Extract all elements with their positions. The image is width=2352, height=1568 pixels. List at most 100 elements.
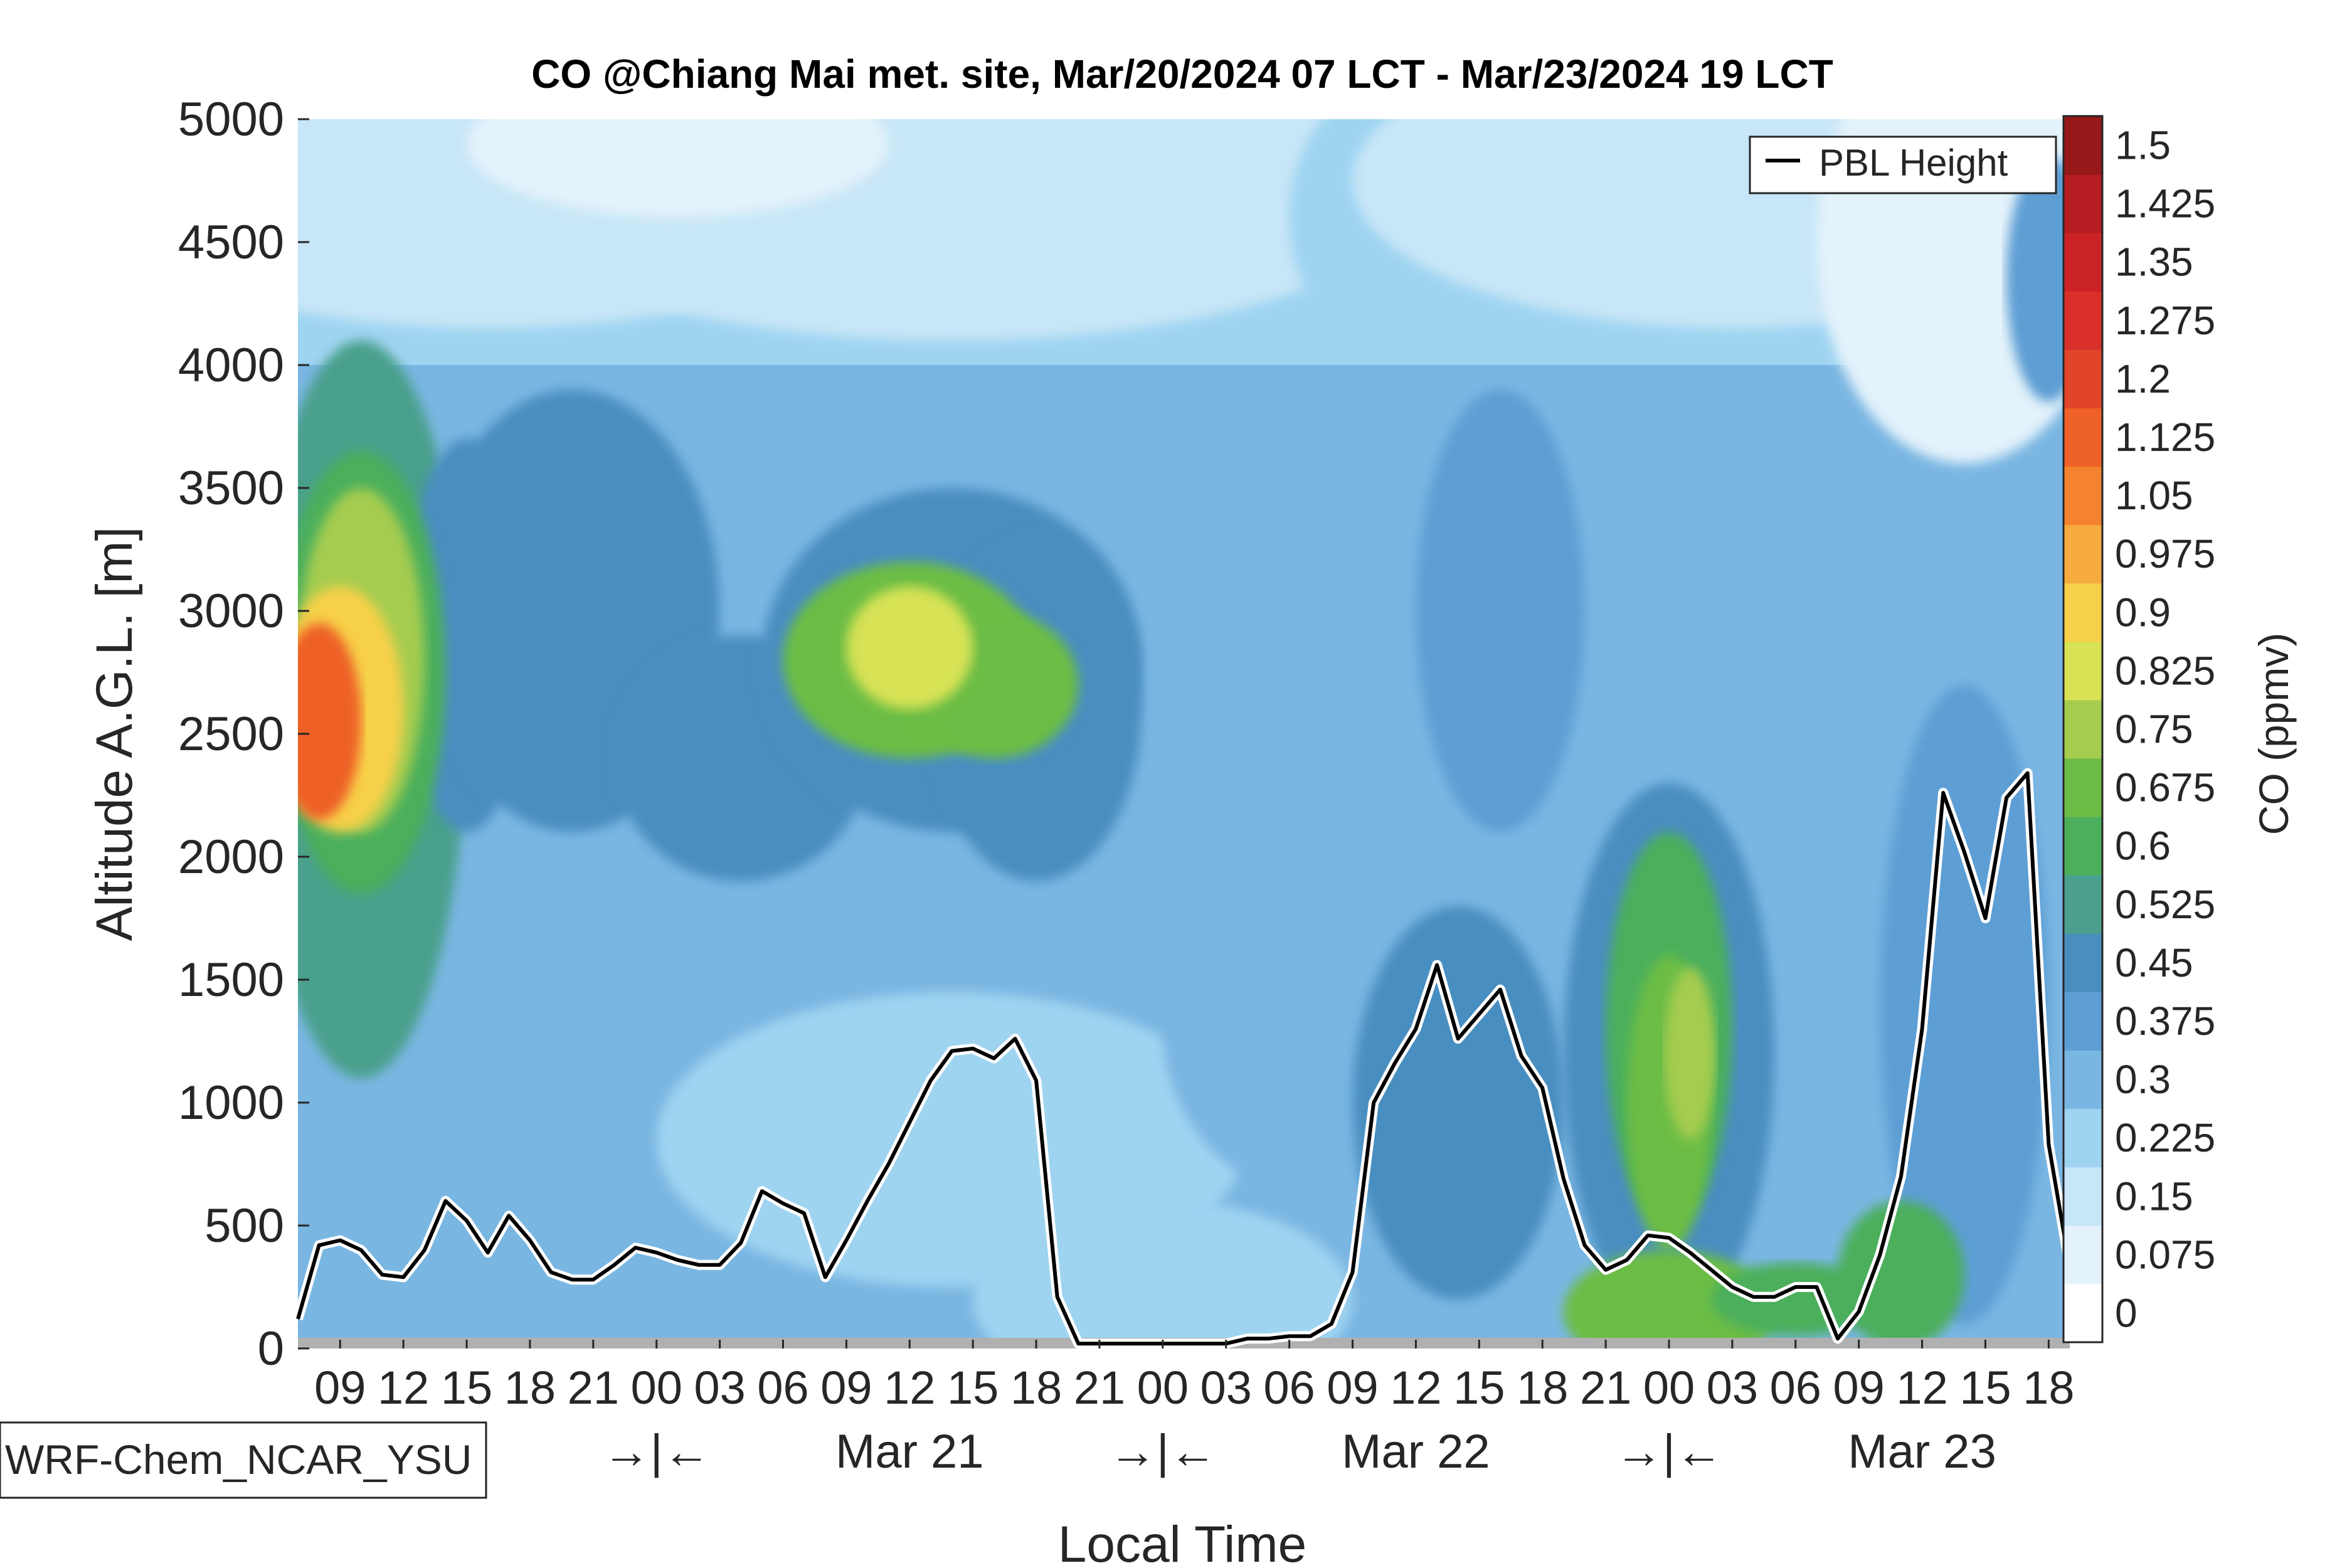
day-label-1: Mar 21 — [835, 1425, 984, 1478]
x-tick-label-7: 06 — [757, 1362, 808, 1414]
day-label-2: →|← — [1109, 1425, 1217, 1478]
colorbar-swatch-11 — [2063, 641, 2102, 701]
colorbar-tick-label-15: 1.125 — [2115, 415, 2215, 460]
y-tick-label-9: 4500 — [178, 216, 284, 269]
colorbar-tick-label-9: 0.675 — [2115, 765, 2215, 810]
x-tick-label-1: 12 — [378, 1362, 429, 1414]
colorbar-swatch-8 — [2063, 817, 2102, 876]
x-tick-label-19: 18 — [1517, 1362, 1568, 1414]
y-tick-label-5: 2500 — [178, 707, 284, 761]
colorbar-swatch-0 — [2063, 1283, 2102, 1343]
plot-area — [293, 119, 2075, 1349]
y-tick-label-6: 3000 — [178, 585, 284, 638]
colorbar-swatch-13 — [2063, 524, 2102, 584]
day-label-5: Mar 23 — [1848, 1425, 1996, 1478]
colorbar-tick-label-13: 0.975 — [2115, 531, 2215, 576]
x-tick-label-12: 21 — [1074, 1362, 1125, 1414]
y-tick-label-7: 3500 — [178, 462, 284, 515]
x-tick-label-11: 18 — [1010, 1362, 1062, 1414]
x-tick-label-13: 00 — [1137, 1362, 1189, 1414]
hot-blob-6 — [846, 586, 973, 709]
colorbar-swatch-14 — [2063, 466, 2102, 526]
hot-blob-11 — [1711, 1262, 1880, 1337]
x-tick-label-27: 18 — [2023, 1362, 2074, 1414]
legend-entry-pbl-height: PBL Height — [1819, 142, 2008, 184]
colorbar-tick-label-17: 1.275 — [2115, 298, 2215, 343]
colorbar-swatch-7 — [2063, 875, 2102, 934]
x-tick-label-14: 03 — [1200, 1362, 1252, 1414]
colorbar-swatch-12 — [2063, 583, 2102, 642]
mid-blob-9 — [2006, 156, 2070, 402]
colorbar-tick-label-19: 1.425 — [2115, 181, 2215, 226]
x-tick-label-8: 09 — [820, 1362, 872, 1414]
colorbar-swatch-19 — [2063, 174, 2102, 233]
colorbar-swatch-10 — [2063, 699, 2102, 759]
upper-blob-4 — [1816, 119, 2070, 464]
y-tick-label-1: 500 — [204, 1199, 284, 1253]
colorbar-swatch-20 — [2063, 116, 2102, 175]
colorbar-tick-label-12: 0.9 — [2115, 590, 2171, 635]
x-tick-label-21: 00 — [1643, 1362, 1695, 1414]
colorbar-tick-label-0: 0 — [2115, 1290, 2137, 1335]
pbl-height-line — [296, 771, 2072, 1346]
x-tick-label-9: 12 — [884, 1362, 935, 1414]
y-tick-label-3: 1500 — [178, 953, 284, 1007]
x-tick-label-15: 06 — [1263, 1362, 1315, 1414]
hot-blob-3 — [298, 623, 361, 820]
colorbar-swatch-2 — [2063, 1167, 2102, 1226]
model-label: WRF-Chem_NCAR_YSU — [5, 1436, 472, 1483]
x-tick-label-0: 09 — [314, 1362, 366, 1414]
x-tick-label-22: 03 — [1707, 1362, 1758, 1414]
day-label-0: →|← — [603, 1425, 711, 1478]
colorbar-tick-label-8: 0.6 — [2115, 824, 2171, 869]
hot-blob-12 — [1838, 1200, 1964, 1348]
upper-blob-5 — [467, 119, 889, 218]
x-tick-label-16: 09 — [1327, 1362, 1378, 1414]
legend: PBL Height — [1749, 135, 2057, 194]
colorbar-tick-label-6: 0.45 — [2115, 940, 2193, 985]
x-tick-label-26: 15 — [1959, 1362, 2011, 1414]
x-tick-label-20: 21 — [1580, 1362, 1631, 1414]
y-tick-label-0: 0 — [258, 1322, 284, 1375]
x-tick-label-17: 12 — [1390, 1362, 1441, 1414]
colorbar: 0 0.075 0.15 0.225 0.3 0.375 0.45 0.525 0.6 0.675… — [2062, 115, 2215, 1343]
y-tick-label-8: 4000 — [178, 339, 284, 392]
colorbar-swatch-1 — [2063, 1225, 2102, 1285]
colorbar-tick-label-1: 0.075 — [2115, 1232, 2215, 1277]
chart-title: CO @Chiang Mai met. site, Mar/20/2024 07… — [531, 51, 1833, 97]
x-axis-label: Local Time — [1058, 1516, 1307, 1568]
x-tick-label-10: 15 — [947, 1362, 999, 1414]
colorbar-swatch-5 — [2063, 992, 2102, 1051]
colorbar-tick-label-4: 0.3 — [2115, 1057, 2171, 1102]
mid-blob-6 — [1352, 906, 1564, 1300]
colorbar-swatch-18 — [2063, 233, 2102, 292]
x-tick-label-4: 21 — [568, 1362, 619, 1414]
y-axis: 0 500 1000 1500 2000 2500 3000 3500 4000 4500 5000 — [178, 93, 309, 1375]
colorbar-tick-label-20: 1.5 — [2115, 123, 2171, 168]
y-axis-label: Altitude A.G.L. [m] — [86, 527, 143, 941]
day-label-4: →|← — [1615, 1425, 1723, 1478]
y-tick-label-4: 2000 — [178, 830, 284, 884]
colorbar-frame — [2062, 115, 2104, 1343]
colorbar-swatch-6 — [2063, 933, 2102, 992]
colorbar-tick-label-5: 0.375 — [2115, 999, 2215, 1044]
colorbar-swatch-4 — [2063, 1050, 2102, 1110]
model-label-box: WRF-Chem_NCAR_YSU — [0, 1421, 487, 1499]
colorbar-tick-label-2: 0.15 — [2115, 1173, 2193, 1219]
y-tick-label-2: 1000 — [178, 1076, 284, 1130]
colorbar-tick-label-18: 1.35 — [2115, 240, 2193, 285]
colorbar-tick-label-11: 0.825 — [2115, 648, 2215, 693]
x-tick-label-5: 00 — [631, 1362, 682, 1414]
hot-blob-9 — [1665, 967, 1715, 1140]
colorbar-tick-label-7: 0.525 — [2115, 882, 2215, 927]
colorbar-tick-label-14: 1.05 — [2115, 473, 2193, 518]
colorbar-tick-label-16: 1.2 — [2115, 356, 2171, 401]
colorbar-swatch-16 — [2063, 349, 2102, 408]
mid-blob-10 — [1416, 389, 1585, 832]
colorbar-swatch-3 — [2063, 1108, 2102, 1168]
colorbar-swatch-9 — [2063, 758, 2102, 817]
x-axis: 09 12 15 18 21 00 03 06 09 12 15 18 21 00 03 06 09 12 15 18… — [314, 1340, 2075, 1478]
mid-blob-8 — [1880, 684, 2049, 1324]
x-tick-label-18: 15 — [1453, 1362, 1505, 1414]
colorbar-swatch-17 — [2063, 291, 2102, 350]
